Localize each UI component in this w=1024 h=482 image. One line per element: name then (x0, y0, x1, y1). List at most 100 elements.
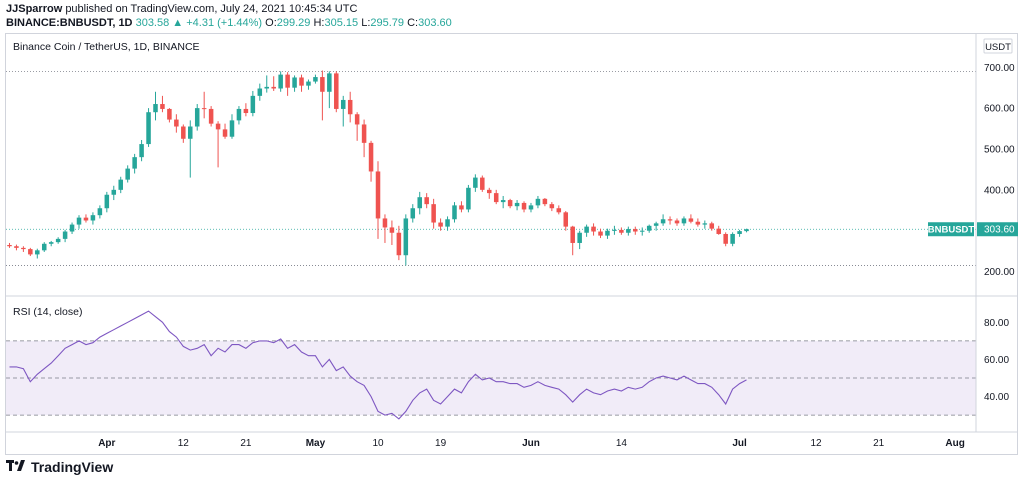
candle-body (591, 226, 596, 232)
candle (584, 224, 589, 237)
candle-body (28, 249, 33, 255)
candle (299, 74, 304, 92)
candle (229, 114, 235, 139)
candle (626, 226, 631, 236)
currency-box (983, 38, 1013, 54)
candle (410, 204, 416, 223)
candle-body (285, 74, 290, 88)
candle (577, 230, 582, 250)
candle-body (194, 108, 200, 127)
candle (236, 106, 242, 125)
open-value: 299.29 (276, 17, 311, 29)
x-tick-label: Aug (945, 438, 964, 449)
candle-body (334, 73, 339, 109)
candle-body (605, 230, 610, 236)
candle-body (14, 246, 19, 248)
candle-body (313, 77, 318, 82)
candle-body (41, 243, 47, 251)
candle (104, 191, 110, 213)
candle-body (7, 245, 12, 247)
candle-body (445, 219, 450, 227)
candle-body (723, 233, 728, 244)
rsi-tick-label: 40.00 (984, 392, 1009, 403)
x-axis: Apr 12 21 May 10 19 Jun 14 Jul 12 21 Aug (6, 431, 1017, 449)
candle (667, 216, 673, 225)
candle (271, 76, 276, 91)
symbol-tag-box (928, 222, 974, 237)
candle-body (320, 77, 325, 92)
candle-body (459, 205, 464, 210)
published-text: published on TradingView.com, July 24, 2… (65, 3, 358, 15)
candle (28, 247, 33, 257)
candle (257, 83, 263, 101)
candle (306, 79, 311, 90)
candle-body (361, 124, 367, 143)
candle-body (389, 227, 395, 233)
ohlc-header: BINANCE:BNBUSDT, 1D 303.58 ▲ +4.31 (+1.4… (6, 17, 452, 29)
candle-body (55, 238, 61, 243)
candle (563, 211, 569, 231)
candle (285, 72, 290, 96)
candle-body (424, 197, 429, 205)
price-tick-label: 700.00 (984, 63, 1015, 74)
candle (334, 71, 339, 113)
candle (243, 103, 249, 117)
tradingview-logo-icon (6, 459, 26, 475)
candle-body (271, 86, 276, 89)
candle (48, 240, 54, 247)
candle (521, 201, 527, 213)
candle-body (153, 104, 158, 113)
candle-body (327, 73, 332, 92)
candle (598, 228, 603, 239)
candle-body (125, 168, 130, 180)
candle (452, 202, 457, 223)
candle-body (577, 232, 582, 243)
candle (146, 108, 151, 147)
candle-body (653, 223, 659, 226)
publish-info: JJSparrow published on TradingView.com, … (6, 3, 357, 15)
x-tick-label: May (306, 438, 326, 449)
candle (445, 216, 450, 231)
rsi-title: RSI (14, close) (13, 306, 82, 318)
candle-body (278, 74, 283, 89)
candle (507, 198, 513, 209)
candle-body (340, 99, 346, 109)
rsi-panel: RSI (14, close) (6, 306, 976, 420)
candle (90, 212, 96, 225)
candle-body (695, 221, 701, 225)
candle (69, 222, 75, 234)
candle (639, 227, 645, 236)
candle (493, 189, 499, 205)
candle (327, 71, 332, 109)
candle-body (493, 193, 499, 203)
candle (361, 119, 367, 158)
candle (466, 184, 471, 213)
candle-body (584, 226, 589, 233)
candle (125, 165, 130, 183)
chart-title: Binance Coin / TetherUS, 1D, BINANCE (13, 41, 200, 53)
candle-body (639, 230, 645, 232)
candle-body (716, 228, 721, 234)
candle (55, 237, 61, 244)
candle (389, 220, 395, 246)
close-label: C: (407, 17, 419, 29)
candle (438, 218, 443, 231)
y-axes: USDT200.00300.00400.00500.00600.00700.00… (975, 34, 1018, 432)
candle (97, 205, 103, 219)
candle-body (257, 88, 263, 96)
candle (264, 75, 270, 93)
candle-body (403, 218, 409, 256)
x-tick-label: 12 (178, 438, 190, 449)
candle-body (598, 231, 603, 236)
candle (702, 220, 708, 229)
candle-body (612, 229, 617, 231)
candle (160, 95, 165, 113)
candle (222, 123, 228, 139)
candle-body (174, 119, 179, 127)
candle-body (62, 231, 68, 239)
candle-body (619, 229, 624, 233)
candle (500, 195, 506, 209)
candle (674, 218, 680, 226)
price-tick-label: 600.00 (984, 104, 1015, 115)
